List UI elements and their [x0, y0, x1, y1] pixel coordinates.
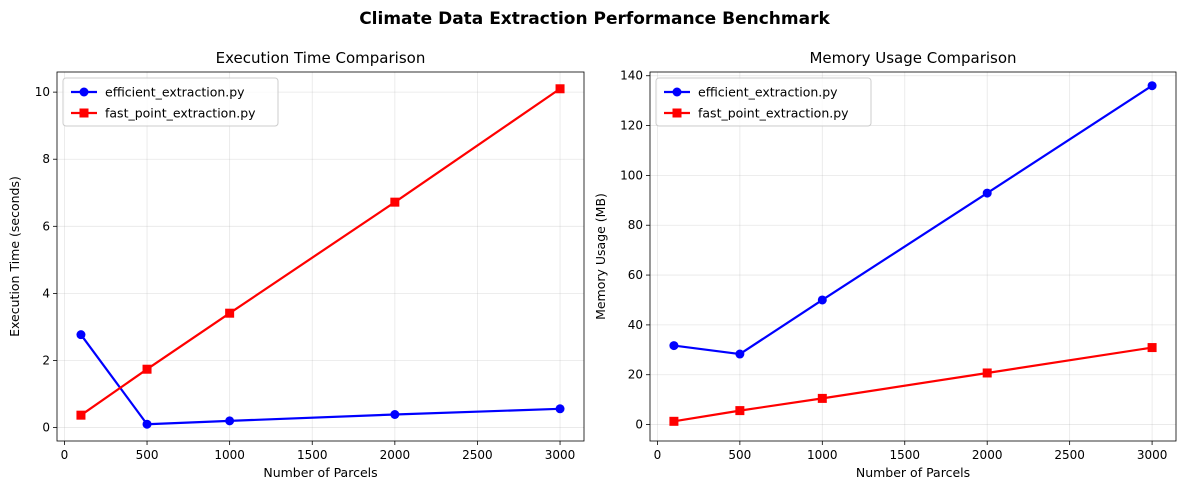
x-tick-label: 0 — [61, 448, 69, 462]
panel-title: Memory Usage Comparison — [809, 49, 1016, 67]
y-tick-label: 100 — [620, 168, 643, 182]
legend-marker — [79, 108, 89, 118]
x-tick-label: 1000 — [807, 448, 838, 462]
series-1 — [76, 84, 565, 420]
data-point — [1147, 343, 1157, 353]
data-point — [555, 84, 565, 94]
legend-box — [655, 77, 872, 127]
legend-entry: efficient_extraction.py — [71, 85, 245, 100]
panel-title: Execution Time Comparison — [216, 49, 426, 67]
data-point — [225, 308, 235, 318]
data-point — [1147, 81, 1157, 91]
legend-marker — [79, 87, 89, 97]
x-tick-label: 2000 — [972, 448, 1003, 462]
x-tick-label: 1500 — [297, 448, 328, 462]
y-tick-label: 4 — [42, 286, 50, 300]
data-point — [76, 330, 86, 340]
y-tick-label: 140 — [620, 69, 643, 83]
y-tick-label: 2 — [42, 353, 50, 367]
legend-entry: fast_point_extraction.py — [71, 106, 256, 121]
y-tick-label: 8 — [42, 152, 50, 166]
data-point — [817, 393, 827, 403]
series-line — [80, 334, 561, 426]
legend-box — [62, 77, 279, 127]
memory-usage-chart: 0 500 1000 1500 2000 2500 3000 0 20 40 60 80 100 120 1… — [593, 49, 1177, 480]
x-tick-label: 2000 — [380, 448, 411, 462]
y-tick-label: 6 — [42, 219, 50, 233]
data-point — [669, 416, 679, 426]
legend-marker — [672, 108, 682, 118]
x-tick-label: 2500 — [1054, 448, 1085, 462]
data-point — [817, 295, 827, 305]
data-point — [982, 368, 992, 378]
data-point — [142, 419, 152, 429]
data-point — [669, 341, 679, 351]
legend-label: efficient_extraction.py — [698, 85, 838, 100]
data-point — [225, 416, 235, 426]
series-line — [80, 87, 561, 417]
data-point — [735, 349, 745, 359]
series-1 — [669, 343, 1157, 426]
legend: efficient_extraction.py fast_point_extrac… — [655, 77, 872, 127]
series-0 — [669, 81, 1157, 359]
legend-label: efficient_extraction.py — [105, 85, 245, 100]
y-tick-label: 0 — [635, 418, 643, 432]
legend-label: fast_point_extraction.py — [105, 106, 256, 121]
y-tick-label: 10 — [35, 85, 50, 99]
y-axis-label: Memory Usage (MB) — [593, 193, 608, 320]
y-tick-label: 40 — [628, 318, 643, 332]
y-tick-label: 60 — [628, 268, 643, 282]
x-axis-label: Number of Parcels — [856, 465, 970, 480]
data-point — [76, 410, 86, 420]
x-tick-label: 3000 — [545, 448, 576, 462]
grid — [57, 72, 584, 441]
y-tick-label: 0 — [42, 421, 50, 435]
y-tick-label: 120 — [620, 119, 643, 133]
data-point — [982, 188, 992, 198]
data-point — [555, 404, 565, 414]
data-point — [390, 409, 400, 419]
legend-entry: fast_point_extraction.py — [664, 106, 849, 121]
x-tick-label: 0 — [654, 448, 662, 462]
legend: efficient_extraction.py fast_point_extrac… — [62, 77, 279, 127]
axes-frame — [649, 71, 1177, 442]
data-point — [390, 197, 400, 207]
x-tick-label: 500 — [728, 448, 751, 462]
y-tick-label: 80 — [628, 218, 643, 232]
axes-frame — [56, 71, 585, 442]
x-tick-label: 1000 — [214, 448, 245, 462]
execution-time-chart: 0 500 1000 1500 2000 2500 3000 0 2 4 6 8 10 Execution… — [7, 49, 585, 480]
y-tick-label: 20 — [628, 368, 643, 382]
data-point — [735, 406, 745, 416]
series-line — [673, 346, 1153, 423]
x-tick-label: 2500 — [462, 448, 493, 462]
legend-label: fast_point_extraction.py — [698, 106, 849, 121]
x-tick-label: 500 — [136, 448, 159, 462]
legend-entry: efficient_extraction.py — [664, 85, 838, 100]
legend-marker — [672, 87, 682, 97]
grid — [650, 72, 1176, 441]
x-axis-label: Number of Parcels — [263, 465, 377, 480]
x-tick-label: 1500 — [889, 448, 920, 462]
x-tick-label: 3000 — [1137, 448, 1168, 462]
figure-title: Climate Data Extraction Performance Benc… — [359, 9, 830, 29]
y-axis-label: Execution Time (seconds) — [7, 176, 22, 337]
data-point — [142, 364, 152, 374]
series-0 — [76, 330, 565, 429]
